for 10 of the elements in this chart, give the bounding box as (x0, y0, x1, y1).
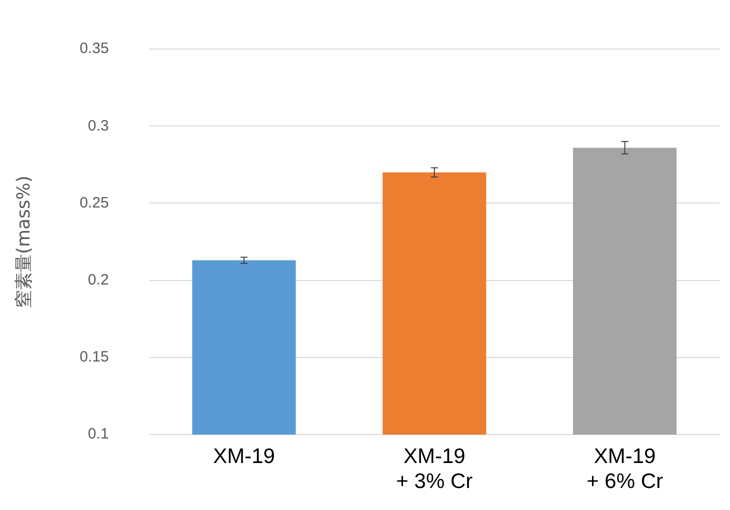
x-tick-label: XM-19 + 6% Cr (586, 444, 664, 494)
x-tick-label: XM-19 + 3% Cr (396, 444, 473, 494)
y-tick-label: 0.1 (88, 426, 109, 443)
x-tick-label: XM-19 (213, 444, 275, 468)
y-tick-label: 0.2 (88, 272, 109, 288)
y-tick-label: 0.25 (80, 194, 109, 212)
y-tick-label: 0.35 (80, 40, 109, 58)
y-axis-title: 窒素量(mass%) (13, 176, 34, 308)
y-tick-label: 0.3 (88, 117, 109, 134)
y-tick-label: 0.15 (80, 348, 109, 366)
